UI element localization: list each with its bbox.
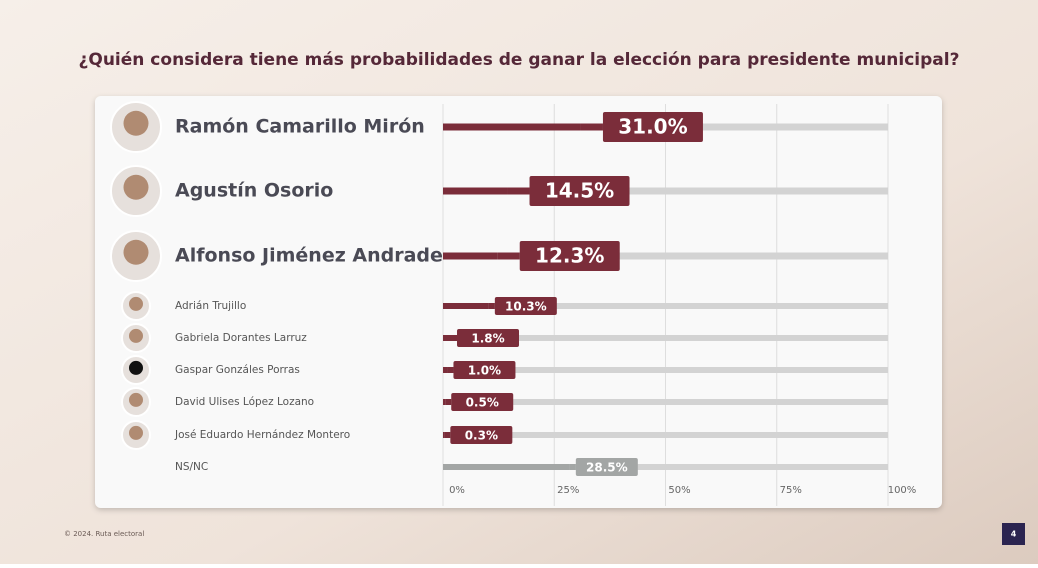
avatar-head [129,360,143,375]
category-label: José Eduardo Hernández Montero [174,429,350,441]
value-badge [519,241,620,271]
bar [443,399,446,405]
category-label: Agustín Osorio [175,180,333,202]
value-badge [529,176,630,206]
bar [443,464,570,470]
track [443,464,888,470]
x-tick-label: 75% [780,485,802,496]
value-badge [602,112,703,142]
value-label: 1.8% [471,332,504,346]
x-tick-label: 0% [449,485,465,496]
value-label: 0.3% [465,429,498,443]
avatar-head [129,425,143,440]
track [443,303,888,309]
value-badge [451,393,514,411]
avatar-head [129,328,143,343]
category-label: NS/NC [175,461,208,473]
value-badge [494,297,557,315]
value-label: 10.3% [505,300,547,314]
x-tick-label: 100% [888,485,917,496]
copyright: © 2024. Ruta electoral [64,530,144,538]
page-badge [1002,523,1025,545]
bar [443,335,452,341]
bar [443,303,489,309]
bar [443,252,498,260]
track [443,252,888,260]
x-tick-label: 25% [557,485,579,496]
bar [443,187,508,195]
category-label: Adrián Trujillo [175,300,246,312]
x-tick-label: 50% [668,485,690,496]
bar [443,123,581,131]
avatar-head [123,110,149,136]
value-badge [575,458,638,476]
bar [443,432,445,438]
track [443,367,888,373]
avatar-head [123,174,149,200]
value-badge [450,426,513,444]
avatar-head [129,296,143,311]
value-label: 1.0% [468,364,501,378]
track [443,399,888,405]
bar [443,367,448,373]
chart-title: ¿Quién considera tiene más probabilidade… [79,50,960,70]
value-label: 12.3% [535,244,604,268]
value-label: 0.5% [466,396,499,410]
track [443,432,888,438]
avatar-head [123,239,149,265]
value-badge [457,329,520,347]
category-label: David Ulises López Lozano [175,396,314,408]
category-label: Gaspar Gonzáles Porras [175,364,300,376]
category-label: Gabriela Dorantes Larruz [175,332,307,344]
page-number: 4 [1011,530,1017,539]
category-label: Alfonso Jiménez Andrade [175,245,443,267]
value-label: 28.5% [586,461,628,475]
track [443,335,888,341]
category-label: Ramón Camarillo Mirón [175,116,425,138]
avatar-head [129,392,143,407]
value-badge [453,361,516,379]
value-label: 14.5% [545,179,614,203]
track [443,187,888,195]
value-label: 31.0% [618,115,687,139]
